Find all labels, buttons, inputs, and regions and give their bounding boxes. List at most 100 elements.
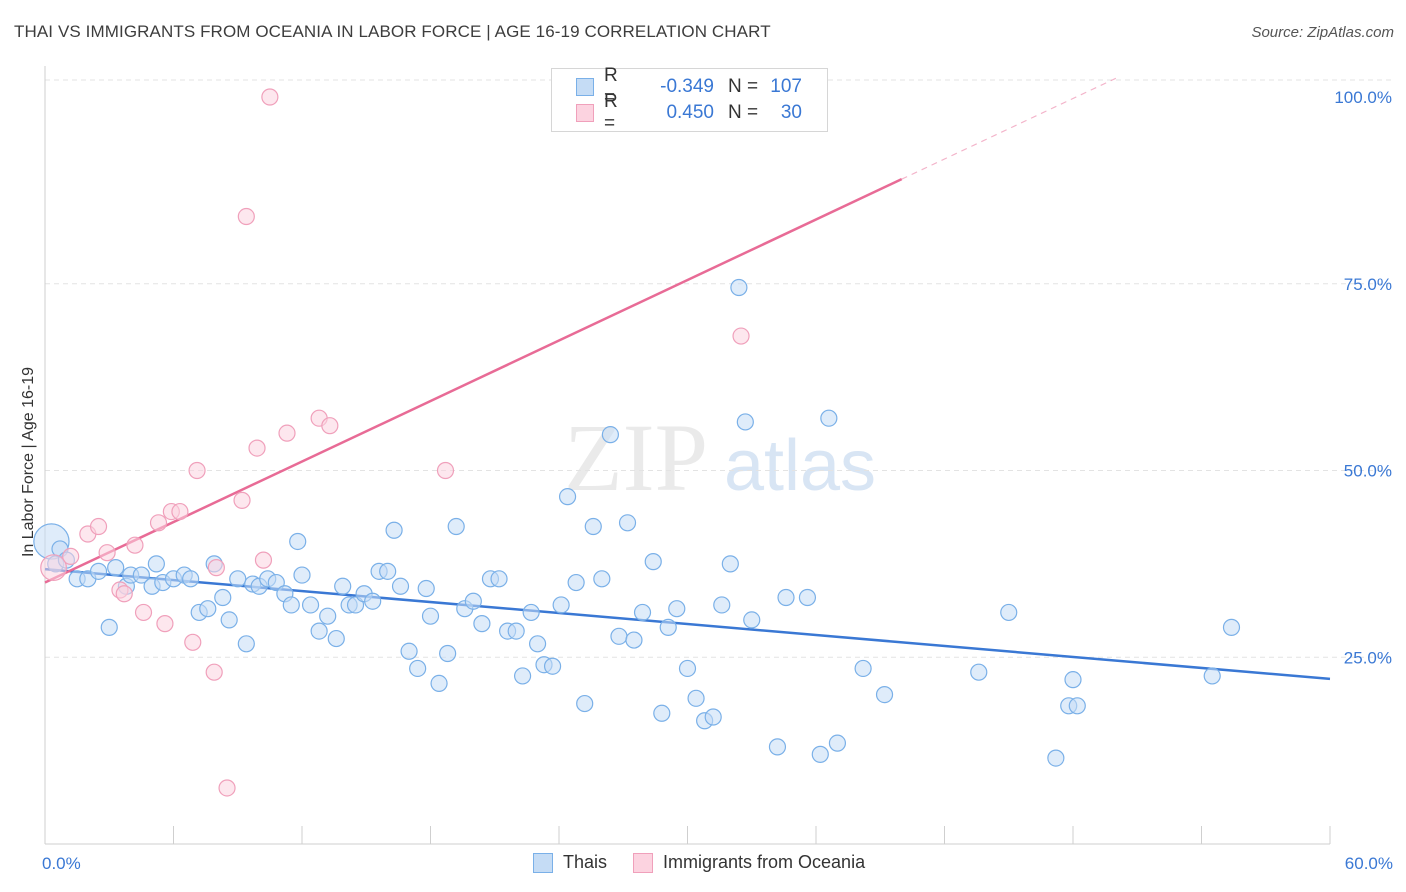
oceania-point: [207, 559, 225, 577]
thais-point: [214, 588, 232, 607]
oceania-point: [184, 633, 202, 651]
y-axis-label: In Labor Force | Age 16-19: [20, 367, 37, 557]
oceania-point: [40, 554, 67, 582]
thais-point: [875, 685, 894, 704]
thais-point: [668, 600, 686, 618]
y-tick-label: 50.0%: [1344, 462, 1392, 481]
thais-point: [552, 596, 570, 614]
thais-point: [385, 521, 403, 539]
thais-point: [678, 659, 697, 678]
thais-point: [1000, 603, 1018, 622]
oceania-point: [237, 207, 255, 226]
thais-point: [768, 738, 787, 756]
thais-point: [282, 596, 300, 614]
thais-point: [319, 607, 337, 625]
thais-point: [522, 603, 540, 622]
legend-r-value: -0.349: [660, 76, 714, 97]
source-label: Source: ZipAtlas.com: [1251, 24, 1394, 41]
thais-point: [798, 588, 817, 607]
thais-point: [89, 562, 108, 580]
thais-point: [970, 663, 988, 681]
x-tick-label: 0.0%: [42, 854, 81, 873]
thais-point: [237, 635, 255, 653]
watermark-zip: ZIP: [564, 404, 708, 511]
thais-point: [100, 618, 118, 636]
thais-point: [379, 562, 397, 580]
thais-point: [229, 570, 247, 588]
oceania-point: [134, 603, 153, 622]
thais-point: [1068, 697, 1086, 715]
oceania-point: [205, 663, 223, 681]
thais-point: [828, 734, 847, 752]
thais-point: [730, 278, 748, 297]
watermark-atlas: atlas: [724, 426, 876, 506]
thais-point: [391, 577, 410, 595]
oceania-point: [261, 88, 279, 106]
thais-point: [1203, 667, 1221, 685]
legend-item-oceania[interactable]: Immigrants from Oceania: [633, 852, 865, 873]
oceania-point: [62, 547, 80, 566]
thais-point: [777, 588, 795, 607]
thais-point: [601, 426, 620, 444]
thais-point: [464, 592, 482, 610]
legend-label-oceania: Immigrants from Oceania: [663, 852, 866, 872]
thais-point: [409, 659, 427, 678]
oceania-point: [732, 327, 750, 345]
oceania-point: [278, 424, 296, 442]
thais-point: [513, 667, 532, 685]
thais-point: [736, 413, 754, 431]
y-tick-label: 25.0%: [1344, 648, 1392, 667]
thais-point: [430, 674, 448, 692]
thais-point: [473, 615, 491, 633]
thais-point: [743, 611, 761, 629]
thais-point: [610, 627, 628, 645]
thais-point: [644, 553, 662, 571]
oceania-point: [149, 514, 168, 532]
legend-r-label: R =: [604, 65, 618, 108]
thais-point: [543, 657, 562, 675]
oceania-point: [436, 461, 455, 480]
thais-point: [558, 488, 577, 506]
thais-point: [1222, 618, 1241, 636]
oceania-point: [126, 536, 144, 554]
thais-point: [107, 559, 125, 577]
thais-point: [447, 517, 465, 536]
legend-n-value: 30: [780, 102, 802, 123]
thais-point: [633, 603, 652, 622]
y-tick-label: 100.0%: [1334, 88, 1392, 107]
thais-point: [289, 532, 307, 551]
oceania-point: [98, 544, 116, 562]
oceania-point: [233, 491, 251, 509]
thais-point: [1047, 749, 1065, 767]
oceania-point: [321, 417, 339, 435]
legend-swatch-oceania: [576, 104, 594, 122]
oceania-point: [218, 779, 236, 797]
thais-point: [310, 622, 328, 640]
thais-point: [220, 611, 238, 629]
thais-point: [687, 689, 705, 707]
chart-title: THAI VS IMMIGRANTS FROM OCEANIA IN LABOR…: [14, 22, 771, 41]
legend-swatch-thais: [576, 78, 594, 96]
thais-point: [659, 618, 677, 636]
thais-point: [507, 622, 525, 640]
oceania-point: [254, 551, 273, 569]
oceania-point: [171, 502, 189, 521]
legend-item-thais[interactable]: Thais: [533, 852, 607, 873]
legend-swatch-thais: [533, 852, 553, 873]
legend-r-label: R =: [604, 91, 618, 134]
thais-point: [820, 409, 838, 427]
oceania-point: [188, 461, 206, 480]
thais-point: [421, 607, 440, 625]
legend-n-label: N =: [728, 102, 759, 123]
thais-point: [147, 555, 165, 573]
thais-point: [704, 708, 722, 726]
thais-point: [593, 570, 611, 588]
thais-point: [417, 579, 435, 598]
thais-point: [576, 694, 594, 713]
oceania-point: [248, 439, 266, 457]
thais-point: [400, 642, 418, 660]
thais-point: [653, 704, 671, 722]
y-tick-label: 75.0%: [1344, 275, 1392, 294]
oceania-point: [115, 585, 133, 603]
thais-point: [182, 570, 200, 588]
